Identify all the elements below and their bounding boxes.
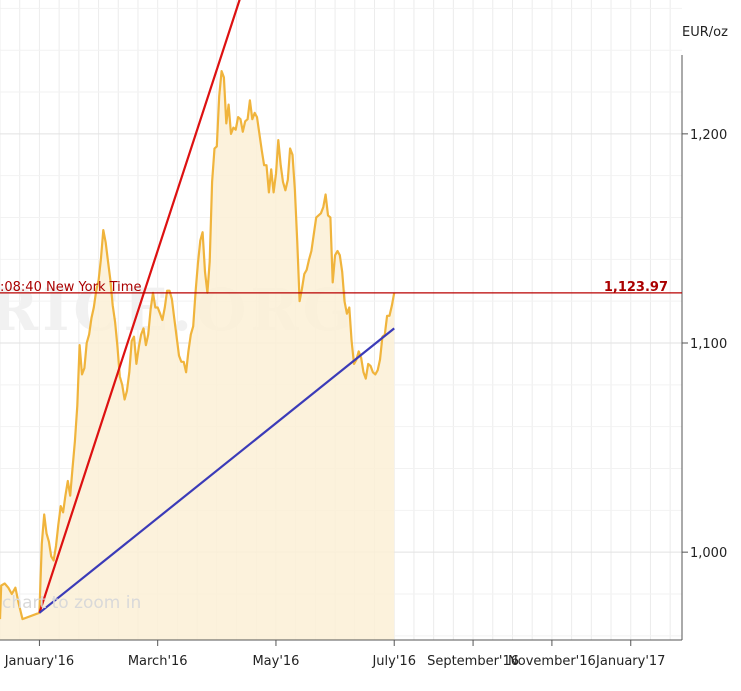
timestamp-label: :08:40 New York Time xyxy=(0,280,141,295)
y-axis-ticks: 1,000 1,100 1,200 xyxy=(682,128,727,561)
x-tick-label: March'16 xyxy=(128,654,188,669)
x-axis-ticks: January'16 March'16 May'16 July'16 September… xyxy=(4,640,665,669)
trendline-red xyxy=(38,0,241,614)
x-tick-label: May'16 xyxy=(252,654,299,669)
x-tick-label: September'16 xyxy=(427,654,519,669)
last-value-label: 1,123.97 xyxy=(604,280,668,295)
trendline-layer xyxy=(38,0,395,614)
x-tick-label: July'16 xyxy=(371,654,416,669)
y-tick-label: 1,200 xyxy=(690,128,727,143)
unit-label: EUR/oz xyxy=(682,25,728,40)
trendline-blue xyxy=(38,327,395,614)
x-tick-label: November'16 xyxy=(508,654,596,669)
x-tick-label: January'17 xyxy=(595,654,665,669)
x-tick-label: January'16 xyxy=(4,654,74,669)
axis-layer xyxy=(0,55,683,641)
zoom-hint: chart to zoom in xyxy=(2,593,141,613)
y-tick-label: 1,100 xyxy=(690,337,727,352)
y-tick-label: 1,000 xyxy=(690,546,727,561)
